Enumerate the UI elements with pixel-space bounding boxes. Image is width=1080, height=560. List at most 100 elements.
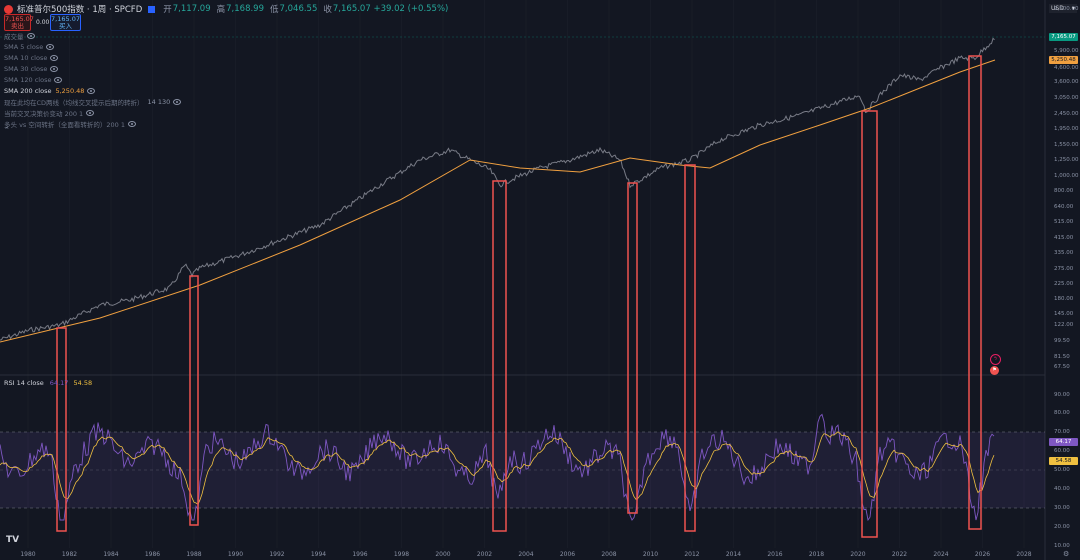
ohlc-low-value: 7,046.55 (279, 4, 318, 14)
eye-icon[interactable] (86, 110, 95, 116)
year-tick-label: 2008 (601, 551, 617, 558)
indicator-label: 多头 vs 空间转折（全面看转折的）200 1 (4, 121, 125, 129)
sell-button[interactable]: 7,165.07 卖出 (4, 14, 34, 31)
chevron-up-icon[interactable]: ⌃ (4, 126, 10, 134)
price-tick-label: 335.00 (1054, 250, 1074, 256)
eye-icon[interactable] (173, 99, 182, 105)
rsi-tick-label: 40.00 (1054, 486, 1070, 492)
price-tick-label: 4,600.00 (1054, 65, 1079, 71)
price-tick-label: 1,250.00 (1054, 157, 1079, 163)
rsi-ma-line (0, 431, 995, 505)
indicator-label: 当前交叉决策价变动 200 1 (4, 110, 84, 118)
indicator-row[interactable]: SMA 120 close (4, 75, 63, 85)
chevron-down-icon: ▾ (1071, 5, 1075, 12)
price-tick-label: 81.50 (1054, 354, 1070, 360)
price-tick-label: 1,000.00 (1054, 173, 1079, 179)
ohlc-close-value: 7,165.07 +39.02 (+0.55%) (332, 4, 449, 14)
year-tick-label: 2000 (435, 551, 451, 558)
indicator-row[interactable]: 成交量 (4, 31, 35, 41)
highlight-box-2002[interactable] (492, 180, 507, 532)
eye-icon[interactable] (50, 55, 59, 61)
price-tick-label: 800.00 (1054, 188, 1074, 194)
buy-button[interactable]: 7,165.07 买入 (50, 14, 81, 31)
price-tick-label: 640.00 (1054, 204, 1074, 210)
eye-icon[interactable] (26, 33, 35, 39)
price-tick-label: 5,900.00 (1054, 48, 1079, 54)
price-series-line (0, 37, 995, 341)
currency-selector[interactable]: USD ▾ (1049, 4, 1077, 13)
eye-icon[interactable] (87, 88, 96, 94)
rsi-tick-label: 60.00 (1054, 448, 1070, 454)
indicator-label: SMA 120 close (4, 76, 52, 84)
rsi-legend[interactable]: RSI 14 close 64.17 54.58 (4, 379, 92, 387)
price-tick-label: 3,050.00 (1054, 95, 1079, 101)
lightning-icon[interactable]: ϟ (990, 354, 1001, 365)
price-tick-label: 3,600.00 (1054, 79, 1079, 85)
buy-price: 7,165.07 (51, 15, 80, 23)
rsi-badge: 64.17 (1049, 438, 1078, 446)
eye-icon[interactable] (54, 77, 63, 83)
indicator-row[interactable]: SMA 10 close (4, 53, 59, 63)
year-tick-label: 2006 (559, 551, 576, 558)
year-tick-label: 2020 (850, 551, 866, 558)
indicator-label: 成交量 (4, 33, 24, 41)
ohlc-open-key: 开 (163, 5, 172, 15)
highlight-box-2020[interactable] (861, 110, 878, 538)
price-tick-label: 67.50 (1054, 364, 1070, 370)
ohlc-high-key: 高 (216, 5, 226, 15)
sma200-price-badge: 5,250.48 (1049, 56, 1078, 64)
indicator-label: SMA 200 close (4, 87, 52, 95)
flag-icon[interactable]: ⚑ (990, 366, 999, 375)
rsi-ma-value: 54.58 (73, 379, 93, 387)
indicator-row[interactable]: SMA 5 close (4, 42, 55, 52)
symbol-header: 标准普尔500指数 · 1周 · SPCFD 开 7,117.09 高 7,16… (4, 3, 454, 15)
price-tick-label: 515.00 (1054, 219, 1074, 225)
year-tick-label: 2012 (684, 551, 700, 558)
eye-icon[interactable] (127, 121, 136, 127)
indicator-row[interactable]: 当前交叉决策价变动 200 1 (4, 108, 95, 118)
price-tick-label: 1,550.00 (1054, 142, 1079, 148)
year-tick-label: 1998 (393, 551, 410, 558)
gear-icon[interactable]: ⚙ (1063, 550, 1070, 558)
price-tick-label: 1,950.00 (1054, 126, 1079, 132)
year-tick-label: 1996 (352, 551, 368, 558)
year-tick-label: 2028 (1016, 551, 1032, 558)
symbol-logo-icon[interactable] (4, 4, 13, 14)
tradingview-logo-icon[interactable]: TV (6, 535, 20, 545)
rsi-value: 64.17 (49, 379, 69, 387)
rsi-ma-badge: 54.58 (1049, 457, 1078, 465)
year-tick-label: 1984 (103, 551, 119, 558)
sell-label: 卖出 (11, 22, 24, 30)
symbol-title[interactable]: 标准普尔500指数 · 1周 · SPCFD (17, 5, 143, 15)
indicator-value: 14 130 (147, 98, 171, 106)
price-tick-label: 145.00 (1054, 311, 1074, 317)
highlight-box-2008[interactable] (627, 182, 638, 514)
indicator-label: SMA 5 close (4, 43, 44, 51)
highlight-box-2025[interactable] (968, 55, 982, 530)
highlight-box-2011[interactable] (684, 164, 696, 532)
spread-value: 0.00 (36, 19, 50, 26)
data-provider-icon (148, 5, 156, 13)
eye-icon[interactable] (46, 44, 55, 50)
indicator-value: 5,250.48 (55, 87, 85, 95)
price-tick-label: 99.50 (1054, 338, 1070, 344)
indicator-row[interactable]: SMA 30 close (4, 64, 59, 74)
indicator-row[interactable]: 现在此均在CD两线（均线交叉提示后期的转折） 14 130 (4, 97, 182, 107)
indicator-label: SMA 10 close (4, 54, 48, 62)
rsi-title: RSI 14 close (4, 379, 44, 387)
buy-label: 买入 (59, 22, 72, 30)
currency-label: USD (1051, 5, 1064, 12)
year-tick-label: 2010 (642, 551, 659, 558)
eye-icon[interactable] (50, 66, 59, 72)
year-tick-label: 2002 (476, 551, 493, 558)
year-tick-label: 2014 (725, 551, 742, 558)
year-tick-label: 1986 (144, 551, 161, 558)
indicator-row[interactable]: SMA 200 close 5,250.48 (4, 86, 96, 96)
ohlc-high-value: 7,168.99 (226, 4, 264, 14)
highlight-box-1987[interactable] (189, 275, 199, 526)
highlight-box-1981[interactable] (56, 327, 67, 532)
ohlc-open-value: 7,117.09 (172, 4, 211, 14)
rsi-tick-label: 80.00 (1054, 410, 1070, 416)
indicator-row[interactable]: 多头 vs 空间转折（全面看转折的）200 1 (4, 119, 136, 129)
